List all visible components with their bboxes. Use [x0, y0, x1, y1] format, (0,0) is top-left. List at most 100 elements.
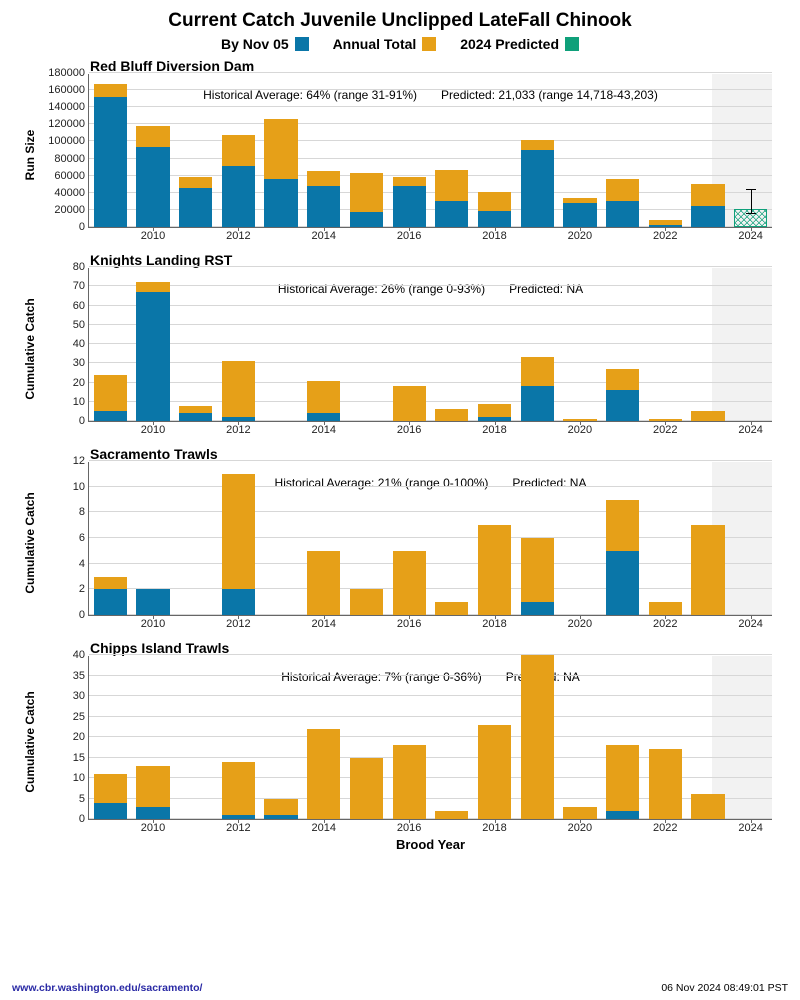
bar-seg-bydate [606, 811, 639, 819]
bar-seg-annual [222, 762, 255, 815]
bar-seg-annual [563, 807, 596, 819]
bar-seg-annual [350, 589, 383, 615]
bar-seg-annual [606, 745, 639, 811]
y-axis-label: Cumulative Catch [23, 691, 37, 792]
xtick-label: 2016 [397, 615, 421, 630]
bar-seg-bydate [691, 206, 724, 227]
ytick-label: 12 [73, 455, 89, 467]
xtick-label: 2024 [738, 227, 762, 242]
y-axis-label: Cumulative Catch [23, 298, 37, 399]
xtick-label: 2018 [482, 227, 506, 242]
ytick-label: 50 [73, 319, 89, 331]
bar-seg-annual [521, 655, 554, 819]
gridline [89, 89, 772, 90]
ytick-label: 20000 [54, 204, 89, 216]
predicted-text: Predicted: NA [509, 282, 583, 296]
bar-seg-bydate [94, 803, 127, 819]
xtick-label: 2010 [141, 227, 165, 242]
ytick-label: 0 [79, 221, 89, 233]
bar-seg-bydate [393, 186, 426, 227]
ytick-label: 10 [73, 481, 89, 493]
ytick-label: 6 [79, 532, 89, 544]
hist-avg-text: Historical Average: 7% (range 0-36%) [281, 670, 482, 684]
ytick-label: 60 [73, 300, 89, 312]
hist-avg-text: Historical Average: 26% (range 0-93%) [278, 282, 485, 296]
ytick-label: 20 [73, 731, 89, 743]
chart-panel: Red Bluff Diversion DamRun SizeHistorica… [10, 60, 790, 250]
panel-annotation: Historical Average: 26% (range 0-93%) Pre… [89, 282, 772, 296]
legend-label: 2024 Predicted [460, 36, 559, 52]
xtick-label: 2020 [568, 421, 592, 436]
chart-panel: Chipps Island TrawlsCumulative CatchHist… [10, 642, 790, 842]
ytick-label: 120000 [48, 118, 89, 130]
bar-seg-bydate [649, 225, 682, 227]
ytick-label: 0 [79, 415, 89, 427]
xtick-label: 2018 [482, 615, 506, 630]
page-footer: www.cbr.washington.edu/sacramento/ 06 No… [12, 982, 788, 994]
bar-seg-annual [435, 409, 468, 421]
xtick-label: 2016 [397, 421, 421, 436]
xtick-label: 2022 [653, 615, 677, 630]
x-axis-label: Brood Year [396, 819, 465, 852]
y-axis-label: Run Size [23, 130, 37, 181]
gridline [89, 460, 772, 461]
gridline [89, 695, 772, 696]
bar-seg-annual [649, 749, 682, 819]
ytick-label: 15 [73, 752, 89, 764]
xtick-label: 2016 [397, 227, 421, 242]
bar-seg-bydate [435, 201, 468, 227]
bar-seg-annual [691, 184, 724, 206]
ytick-label: 10 [73, 396, 89, 408]
xtick-label: 2022 [653, 421, 677, 436]
chart-panel: Sacramento TrawlsCumulative CatchHistori… [10, 448, 790, 638]
bar-seg-annual [350, 173, 383, 212]
xtick-label: 2020 [568, 615, 592, 630]
ytick-label: 80 [73, 261, 89, 273]
bar-seg-bydate [478, 211, 511, 227]
gridline [89, 486, 772, 487]
gridline [89, 362, 772, 363]
legend-label: Annual Total [333, 36, 417, 52]
bar-seg-annual [393, 551, 426, 615]
bar-seg-annual [350, 758, 383, 820]
bar-seg-bydate [264, 815, 297, 819]
xtick-label: 2022 [653, 227, 677, 242]
bar-seg-bydate [222, 166, 255, 227]
ytick-label: 160000 [48, 84, 89, 96]
ytick-label: 100000 [48, 135, 89, 147]
bar-seg-annual [136, 126, 169, 147]
bar-seg-annual [264, 119, 297, 179]
bar-seg-bydate [307, 186, 340, 227]
bar-seg-annual [222, 135, 255, 167]
bar-seg-bydate [478, 417, 511, 421]
bar-seg-annual [563, 198, 596, 203]
bar-seg-annual [478, 725, 511, 819]
predicted-text: Predicted: NA [512, 476, 586, 490]
xtick-label: 2012 [226, 819, 250, 834]
bar-seg-bydate [179, 188, 212, 227]
bar-seg-annual [606, 179, 639, 201]
legend-item-annual: Annual Total [333, 36, 437, 52]
bar-seg-annual [691, 411, 724, 421]
bar-seg-annual [307, 551, 340, 615]
bar-seg-annual [435, 602, 468, 615]
xtick-label: 2014 [312, 615, 336, 630]
bar-seg-annual [649, 419, 682, 421]
bar-seg-annual [94, 577, 127, 590]
bar-seg-bydate [563, 203, 596, 227]
gridline [89, 401, 772, 402]
xtick-label: 2024 [738, 615, 762, 630]
bar-seg-annual [307, 381, 340, 414]
y-axis-label: Cumulative Catch [23, 492, 37, 593]
ytick-label: 40 [73, 649, 89, 661]
bar-seg-bydate [222, 417, 255, 421]
gridline [89, 140, 772, 141]
xtick-label: 2014 [312, 421, 336, 436]
gridline [89, 343, 772, 344]
bar-seg-bydate [606, 201, 639, 227]
xtick-label: 2012 [226, 615, 250, 630]
chart-panel: Knights Landing RSTCumulative CatchHisto… [10, 254, 790, 444]
bar-seg-bydate [222, 815, 255, 819]
error-bar [751, 190, 752, 214]
bar-seg-annual [94, 774, 127, 803]
